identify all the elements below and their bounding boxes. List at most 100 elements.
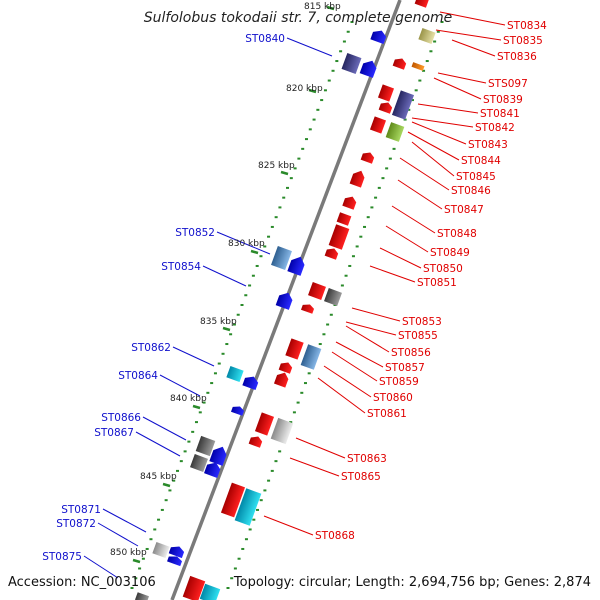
gene-feature	[234, 488, 262, 526]
gene-feature	[342, 196, 357, 210]
leader-line	[439, 11, 506, 26]
gene-label[interactable]: ST0846	[451, 185, 491, 197]
leader-line	[263, 515, 314, 536]
gene-label[interactable]: ST0863	[347, 453, 387, 465]
topology-text: Topology: circular; Length: 2,694,756 bp…	[233, 575, 591, 590]
gene-label[interactable]: ST0850	[423, 263, 463, 275]
leader-line	[397, 179, 443, 210]
gene-label[interactable]: ST0844	[461, 155, 501, 167]
gene-label[interactable]: ST0859	[379, 376, 419, 388]
gene-label[interactable]: ST0866	[101, 412, 141, 424]
gene-feature	[411, 62, 425, 71]
gene-feature	[209, 446, 227, 466]
gene-feature	[324, 288, 342, 306]
gene-feature	[349, 170, 365, 188]
gene-feature	[168, 546, 185, 559]
gene-label[interactable]: ST0857	[385, 362, 425, 374]
gene-feature	[378, 102, 393, 114]
gene-feature	[190, 454, 208, 472]
leader-line	[437, 72, 487, 84]
ruler-label: 815 kbp	[304, 2, 341, 12]
leader-line	[135, 431, 181, 457]
gene-feature	[308, 282, 326, 300]
leader-line	[411, 117, 474, 128]
gene-feature	[152, 541, 170, 559]
gene-label[interactable]: ST0871	[61, 504, 101, 516]
gene-label[interactable]: ST0855	[398, 330, 438, 342]
leader-line	[399, 157, 450, 191]
gene-feature	[285, 338, 304, 360]
gene-label[interactable]: ST0864	[118, 370, 158, 382]
gene-label[interactable]: ST0852	[175, 227, 215, 239]
leader-line	[216, 231, 271, 255]
gene-feature	[275, 292, 293, 310]
gene-label[interactable]: ST0875	[42, 551, 82, 563]
gene-label[interactable]: ST0868	[315, 530, 355, 542]
leader-line	[411, 121, 467, 145]
leader-line	[83, 555, 119, 579]
ruler-label: 850 kbp	[110, 548, 147, 558]
gene-label[interactable]: ST0845	[456, 171, 496, 183]
gene-label[interactable]: ST0862	[131, 342, 171, 354]
leader-line	[407, 131, 460, 161]
leader-line	[317, 377, 366, 414]
gene-label[interactable]: ST0856	[391, 347, 431, 359]
ruler-tick	[162, 482, 171, 488]
gene-label[interactable]: ST0872	[56, 518, 96, 530]
gene-feature	[167, 556, 182, 567]
gene-label[interactable]: ST0860	[373, 392, 413, 404]
ruler-label: 830 kbp	[228, 239, 265, 249]
leader-line	[142, 416, 187, 441]
gene-label[interactable]: ST0861	[367, 408, 407, 420]
gene-label[interactable]: ST0835	[503, 35, 543, 47]
ruler-label: 840 kbp	[170, 394, 207, 404]
leader-line	[345, 325, 390, 353]
gene-feature	[418, 27, 436, 45]
leader-line	[323, 365, 372, 398]
leader-line	[433, 77, 482, 100]
gene-feature	[341, 52, 362, 75]
leader-line	[159, 374, 201, 397]
leader-line	[172, 346, 215, 367]
leader-line	[451, 39, 496, 57]
gene-feature	[248, 436, 263, 448]
gene-label[interactable]: ST0841	[480, 108, 520, 120]
leader-line	[345, 321, 397, 336]
ruler-tick	[222, 326, 231, 332]
gene-feature	[300, 304, 315, 314]
gene-feature	[328, 224, 350, 250]
ruler-tick	[132, 558, 141, 564]
gene-label[interactable]: ST0849	[430, 247, 470, 259]
ruler-label: 845 kbp	[140, 472, 177, 482]
gene-label[interactable]: ST0834	[507, 20, 547, 32]
gene-label[interactable]: ST0865	[341, 471, 381, 483]
gene-label[interactable]: ST0839	[483, 94, 523, 106]
gene-label[interactable]: ST0840	[245, 33, 285, 45]
leader-line	[335, 341, 384, 368]
leader-line	[202, 265, 247, 287]
gene-label[interactable]: ST0848	[437, 228, 477, 240]
gene-feature	[254, 412, 275, 436]
gene-label[interactable]: STS097	[488, 78, 528, 90]
gene-feature	[359, 60, 377, 78]
leader-line	[385, 225, 429, 253]
gene-label[interactable]: ST0847	[444, 204, 484, 216]
gene-feature	[230, 406, 245, 416]
gene-label[interactable]: ST0867	[94, 427, 134, 439]
gene-feature	[182, 575, 206, 600]
gene-feature	[278, 362, 293, 374]
gene-label[interactable]: ST0842	[475, 122, 515, 134]
gene-feature	[370, 30, 387, 45]
leader-line	[411, 141, 455, 177]
ruler-label: 820 kbp	[286, 84, 323, 94]
gene-feature	[391, 90, 415, 120]
leader-line	[417, 103, 479, 114]
gene-label[interactable]: ST0854	[161, 261, 201, 273]
gene-label[interactable]: ST0843	[468, 139, 508, 151]
gene-label[interactable]: ST0836	[497, 51, 537, 63]
gene-label[interactable]: ST0853	[402, 316, 442, 328]
gene-feature	[134, 592, 150, 600]
gene-label[interactable]: ST0851	[417, 277, 457, 289]
